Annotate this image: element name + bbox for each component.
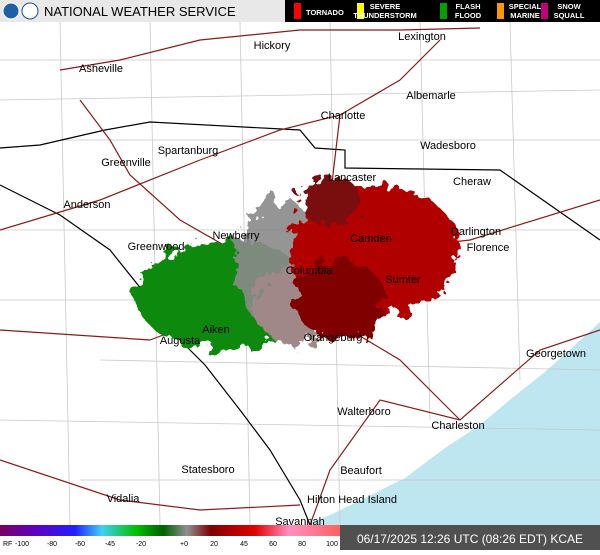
warning-label: SNOW bbox=[557, 2, 581, 11]
city-label: Walterboro bbox=[337, 406, 390, 418]
warning-label: MARINE bbox=[510, 11, 540, 20]
city-label: Cheraw bbox=[453, 176, 491, 188]
warning-swatch bbox=[541, 3, 548, 19]
city-label: Charlotte bbox=[321, 110, 366, 122]
warning-label: FLASH bbox=[456, 2, 481, 11]
scale-label: -20 bbox=[136, 541, 146, 548]
warning-label: FLOOD bbox=[455, 11, 482, 20]
timestamp-bar bbox=[340, 525, 600, 550]
city-label: Newberry bbox=[212, 230, 260, 242]
scale-label: 100 bbox=[326, 541, 338, 548]
city-label: Sumter bbox=[385, 274, 421, 286]
scale-label: -45 bbox=[105, 541, 115, 548]
scale-label: 45 bbox=[240, 541, 248, 548]
city-label: Georgetown bbox=[526, 348, 586, 360]
ocean bbox=[305, 322, 600, 525]
warning-swatch bbox=[440, 3, 447, 19]
radar-echoes bbox=[135, 175, 460, 350]
scale-label: -60 bbox=[75, 541, 85, 548]
city-label: Hilton Head Island bbox=[307, 494, 397, 506]
city-label: Charleston bbox=[431, 420, 484, 432]
timestamp: 06/17/2025 12:26 UTC (08:26 EDT) KCAE bbox=[357, 532, 583, 546]
warning-label: SPECIAL bbox=[509, 2, 542, 11]
scale-label: 80 bbox=[298, 541, 306, 548]
city-label: Darlington bbox=[451, 226, 501, 238]
city-label: Savannah bbox=[275, 516, 325, 528]
city-label: Florence bbox=[467, 242, 510, 254]
city-label: Albemarle bbox=[406, 90, 456, 102]
city-label: Anderson bbox=[63, 199, 110, 211]
warning-swatch bbox=[294, 3, 301, 19]
warning-label: SQUALL bbox=[554, 11, 585, 20]
noaa-logo bbox=[2, 2, 20, 20]
warning-label: TORNADO bbox=[306, 8, 344, 17]
city-label: Vidalia bbox=[107, 493, 141, 505]
warning-swatch bbox=[497, 3, 504, 19]
city-label: Augusta bbox=[160, 335, 201, 347]
city-label: Spartanburg bbox=[158, 145, 219, 157]
warning-swatch bbox=[357, 3, 364, 19]
city-labels: Hickory Lexington Asheville Albemarle Ch… bbox=[63, 31, 586, 528]
scale-label: -80 bbox=[47, 541, 57, 548]
scale-label: 60 bbox=[269, 541, 277, 548]
city-label: Asheville bbox=[79, 63, 123, 75]
nws-logo bbox=[21, 2, 39, 20]
city-label: Statesboro bbox=[181, 464, 234, 476]
city-label: Greenwood bbox=[128, 241, 185, 253]
header-bar bbox=[0, 0, 285, 22]
city-label: Lexington bbox=[398, 31, 446, 43]
scale-name: RF bbox=[3, 541, 12, 548]
city-label: Hickory bbox=[254, 40, 291, 52]
color-scale-bar bbox=[0, 525, 340, 536]
city-label: Wadesboro bbox=[420, 140, 476, 152]
scale-label-bg bbox=[0, 536, 340, 550]
scale-label: -100 bbox=[15, 541, 29, 548]
city-label: Aiken bbox=[202, 324, 230, 336]
city-label: Beaufort bbox=[340, 465, 382, 477]
city-label: Columbia bbox=[286, 265, 333, 277]
warning-label: SEVERE bbox=[370, 2, 400, 11]
city-label: Orangeburg bbox=[304, 332, 363, 344]
state-lines bbox=[0, 121, 600, 526]
city-label: Greenville bbox=[101, 157, 151, 169]
scale-label: 20 bbox=[210, 541, 218, 548]
city-label: Lancaster bbox=[328, 172, 377, 184]
header-title: NATIONAL WEATHER SERVICE bbox=[44, 4, 236, 19]
warning-label: THUNDERSTORM bbox=[353, 11, 417, 20]
scale-label: +0 bbox=[180, 541, 188, 548]
city-label: Camden bbox=[350, 233, 392, 245]
